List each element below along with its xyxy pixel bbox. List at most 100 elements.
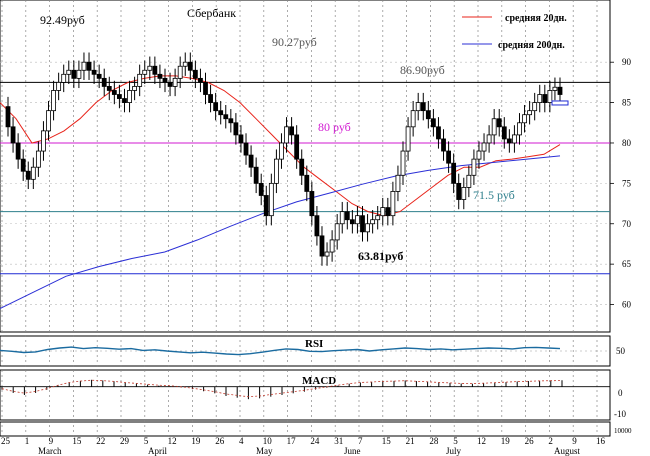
candle-body-18	[96, 73, 102, 79]
candle-56	[289, 117, 294, 145]
candle-14	[76, 60, 82, 89]
candle-93	[476, 141, 482, 169]
candle-body-32	[167, 81, 173, 87]
candle-0	[5, 96, 11, 137]
date-tick-label-2: 9	[49, 436, 54, 446]
candle-45	[233, 113, 239, 145]
candle-body-94	[481, 142, 487, 152]
candle-103	[527, 100, 533, 125]
candlestick-series	[5, 52, 569, 266]
candle-91	[466, 165, 472, 198]
candle-89	[456, 173, 462, 210]
annotation-8690: 86.90руб	[400, 63, 445, 77]
candle-body-60	[309, 191, 315, 217]
candle-body-5	[30, 166, 36, 180]
candle-body-63	[324, 251, 330, 257]
date-tick-label-17: 21	[406, 436, 415, 446]
candle-31	[162, 68, 168, 93]
candle-5	[30, 157, 36, 190]
date-tick-label-25: 16	[596, 436, 606, 446]
candle-47	[243, 133, 249, 165]
candle-body-104	[532, 102, 538, 112]
candle-67	[344, 201, 350, 230]
candle-body-74	[380, 207, 386, 217]
candle-61	[314, 205, 320, 246]
candle-33	[172, 68, 178, 97]
candle-57	[294, 125, 300, 169]
candle-66	[339, 201, 345, 234]
chart-title: Сбербанк	[187, 6, 236, 20]
month-label-june: June	[344, 446, 361, 456]
candle-body-56	[289, 126, 294, 136]
date-tick-label-21: 19	[501, 436, 511, 446]
candle-body-38	[198, 77, 203, 83]
candle-13	[71, 60, 77, 89]
candle-52	[268, 173, 274, 226]
candle-29	[152, 56, 158, 85]
date-tick-label-1: 1	[25, 436, 30, 446]
candle-body-75	[385, 207, 391, 217]
candle-107	[547, 80, 553, 113]
candle-30	[157, 64, 163, 89]
candle-82	[420, 92, 426, 121]
candle-body-65	[334, 223, 340, 241]
candle-4	[25, 161, 31, 190]
candle-body-67	[344, 211, 350, 221]
candle-body-23	[122, 98, 127, 103]
candle-68	[349, 210, 355, 234]
candle-body-26	[137, 73, 143, 87]
candle-86	[441, 129, 446, 161]
candle-body-2	[15, 142, 21, 160]
candle-body-108	[552, 86, 558, 91]
candle-body-99	[506, 138, 512, 144]
candle-body-31	[162, 77, 168, 83]
candle-body-64	[329, 239, 335, 253]
month-label-may: May	[256, 446, 273, 456]
candle-48	[248, 145, 254, 177]
candle-body-12	[66, 69, 72, 75]
candle-63	[324, 242, 330, 266]
legend-label-ma20: средняя 20дн.	[505, 13, 567, 24]
candle-body-4	[25, 170, 31, 180]
candle-8	[46, 100, 51, 141]
date-tick-label-13: 24	[310, 436, 320, 446]
candle-body-17	[91, 69, 97, 75]
date-tick-label-19: 5	[453, 436, 458, 446]
candle-body-86	[441, 138, 446, 152]
candle-104	[532, 92, 538, 121]
price-tick-label-3: 75	[622, 178, 632, 188]
candle-body-98	[501, 126, 507, 140]
candle-body-25	[132, 86, 138, 91]
candle-10	[56, 72, 62, 101]
candle-42	[218, 100, 224, 125]
candle-39	[203, 72, 208, 105]
candle-109	[557, 77, 563, 105]
candle-2	[15, 133, 21, 169]
candle-38	[198, 68, 203, 93]
candle-101	[517, 113, 522, 145]
candle-body-68	[349, 219, 355, 225]
candle-body-55	[284, 126, 289, 144]
candle-55	[284, 117, 289, 153]
candle-body-90	[461, 187, 467, 200]
candle-body-47	[243, 142, 249, 156]
candle-body-76	[390, 191, 396, 217]
candle-body-92	[471, 158, 477, 176]
candle-15	[81, 52, 87, 80]
date-tick-label-7: 12	[168, 436, 177, 446]
date-tick-label-14: 31	[334, 436, 343, 446]
candle-body-40	[208, 94, 213, 103]
date-tick-label-0: 25	[1, 436, 11, 446]
candle-body-46	[238, 134, 244, 144]
candle-37	[192, 60, 198, 89]
candle-20	[106, 76, 112, 101]
candle-body-49	[253, 166, 259, 184]
candle-body-24	[127, 90, 132, 103]
month-label-july: July	[446, 446, 462, 456]
price-tick-label-5: 65	[622, 259, 632, 269]
date-tick-label-4: 22	[96, 436, 105, 446]
candle-body-30	[157, 73, 163, 79]
candle-76	[390, 181, 396, 226]
candle-body-53	[274, 158, 279, 184]
candle-body-20	[106, 86, 112, 91]
